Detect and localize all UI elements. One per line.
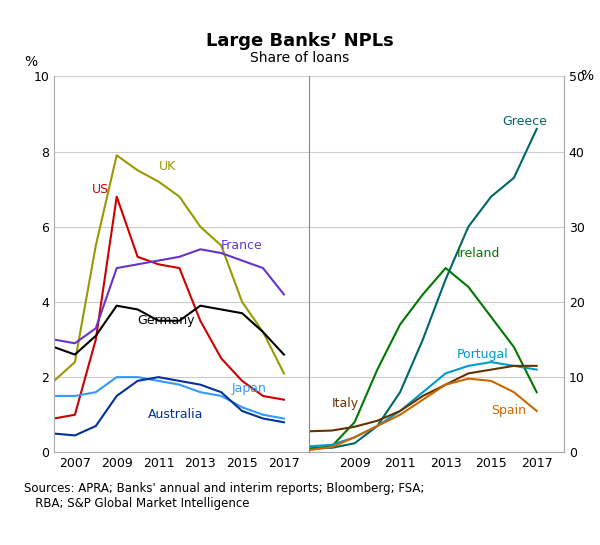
Text: France: France xyxy=(221,239,263,252)
Text: Large Banks’ NPLs: Large Banks’ NPLs xyxy=(206,32,394,50)
Text: Portugal: Portugal xyxy=(457,348,509,361)
Text: Greece: Greece xyxy=(503,115,547,128)
Text: US: US xyxy=(92,183,109,196)
Text: Spain: Spain xyxy=(491,404,526,417)
Y-axis label: %: % xyxy=(25,55,38,69)
Y-axis label: %: % xyxy=(580,69,593,83)
Text: Share of loans: Share of loans xyxy=(250,51,350,65)
Text: UK: UK xyxy=(158,160,176,173)
Text: Sources: APRA; Banks' annual and interim reports; Bloomberg; FSA;
   RBA; S&P Gl: Sources: APRA; Banks' annual and interim… xyxy=(24,482,424,510)
Text: Japan: Japan xyxy=(232,382,266,395)
Text: Italy: Italy xyxy=(332,397,359,410)
Text: Ireland: Ireland xyxy=(457,246,500,259)
Text: Australia: Australia xyxy=(148,408,203,421)
Text: Germany: Germany xyxy=(137,314,195,327)
